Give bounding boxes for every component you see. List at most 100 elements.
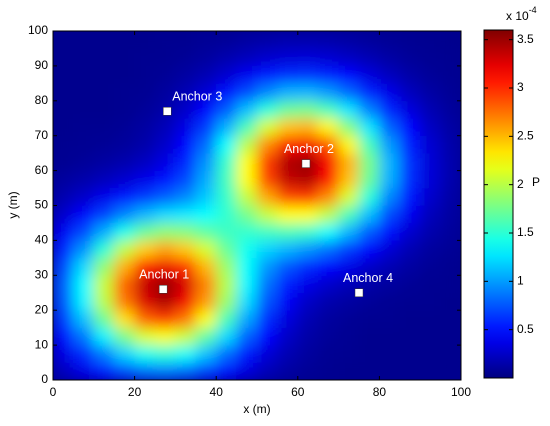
heatmap-cell (73, 117, 95, 136)
heatmap-cell (277, 257, 299, 276)
heatmap-cell (53, 135, 74, 154)
heatmap-cell (379, 309, 401, 328)
heatmap-cell (215, 309, 237, 328)
heatmap-cell (113, 309, 135, 328)
heatmap-cell (256, 170, 278, 189)
colorbar-exponent: -4 (529, 5, 537, 15)
heatmap-cell (215, 257, 237, 276)
heatmap-cell (338, 31, 360, 49)
heatmap-cell (154, 48, 176, 67)
heatmap-cell (317, 100, 339, 119)
heatmap-cell (93, 222, 115, 241)
heatmap-cell (73, 83, 95, 102)
heatmap-cell (236, 292, 258, 311)
heatmap-cell (379, 327, 401, 346)
heatmap-cell (338, 257, 360, 276)
heatmap-cell (236, 31, 258, 49)
heatmap-cell (215, 187, 237, 206)
y-tick-label: 50 (35, 198, 49, 212)
heatmap-cell (358, 31, 380, 49)
heatmap-cell (358, 344, 380, 363)
heatmap-cell (419, 135, 441, 154)
heatmap-cell (379, 222, 401, 241)
heatmap-cell (195, 309, 217, 328)
heatmap-cell (277, 135, 299, 154)
heatmap-cell (236, 187, 258, 206)
heatmap-cell (175, 135, 197, 154)
heatmap-cell (73, 48, 95, 67)
heatmap-cell (93, 100, 115, 119)
heatmap-cell (73, 257, 95, 276)
heatmap-cell (317, 222, 339, 241)
heatmap-cell (297, 309, 319, 328)
heatmap-cell (399, 65, 421, 84)
heatmap-cell (317, 309, 339, 328)
heatmap-cell (297, 117, 319, 136)
heatmap-cell (399, 222, 421, 241)
heatmap-cell (195, 83, 217, 102)
heatmap-cell (236, 100, 258, 119)
heatmap-cell (73, 309, 95, 328)
heatmap-cell (379, 257, 401, 276)
heatmap-cell (256, 275, 278, 294)
heatmap-cell (419, 222, 441, 241)
heatmap-cell (113, 292, 135, 311)
heatmap-cell (195, 257, 217, 276)
heatmap-cell (113, 257, 135, 276)
heatmap-cell (73, 292, 95, 311)
heatmap-cell (419, 275, 441, 294)
heatmap-cell (134, 187, 156, 206)
heatmap-cell (93, 65, 115, 84)
heatmap-cell (215, 152, 237, 171)
heatmap-cell (297, 327, 319, 346)
heatmap-cell (154, 187, 176, 206)
heatmap-cell (236, 117, 258, 136)
heatmap-cell (134, 240, 156, 259)
heatmap-cell (440, 187, 461, 206)
heatmap-cell (297, 135, 319, 154)
y-tick-label: 70 (35, 128, 49, 142)
y-tick-label: 100 (28, 23, 48, 37)
heatmap-cell (317, 31, 339, 49)
heatmap-cell (195, 327, 217, 346)
heatmap-cell (134, 292, 156, 311)
heatmap-cell (317, 152, 339, 171)
heatmap-cell (399, 205, 421, 224)
heatmap-cell (399, 31, 421, 49)
heatmap-cell (195, 344, 217, 363)
heatmap-cell (175, 170, 197, 189)
heatmap-cell (440, 292, 461, 311)
heatmap-cell (215, 135, 237, 154)
x-tick-label: 20 (128, 385, 142, 399)
heatmap-cell (73, 135, 95, 154)
heatmap-cell (236, 309, 258, 328)
heatmap-cell (297, 83, 319, 102)
heatmap-cell (215, 117, 237, 136)
heatmap-cell (154, 117, 176, 136)
heatmap-cell (277, 240, 299, 259)
colorbar-tick-label: 2.5 (517, 129, 534, 143)
heatmap-cell (399, 344, 421, 363)
heatmap-cell (215, 362, 237, 380)
heatmap-cell (440, 240, 461, 259)
heatmap-cell (338, 135, 360, 154)
heatmap-cell (399, 48, 421, 67)
heatmap-cell (379, 83, 401, 102)
anchor-marker (354, 288, 364, 297)
heatmap-cell (440, 117, 461, 136)
x-tick-label: 40 (210, 385, 224, 399)
heatmap-cell (134, 117, 156, 136)
heatmap-cell (338, 117, 360, 136)
heatmap-cell (277, 152, 299, 171)
heatmap-cell (277, 362, 299, 380)
heatmap-cell (338, 65, 360, 84)
heatmap-cell (338, 152, 360, 171)
heatmap-cell (113, 117, 135, 136)
heatmap-cell (419, 344, 441, 363)
heatmap-cell (317, 48, 339, 67)
heatmap-cell (215, 31, 237, 49)
heatmap-cell (73, 327, 95, 346)
colorbar-multiplier: x 10-4 (506, 5, 537, 23)
heatmap-cell (317, 187, 339, 206)
heatmap-cell (317, 257, 339, 276)
